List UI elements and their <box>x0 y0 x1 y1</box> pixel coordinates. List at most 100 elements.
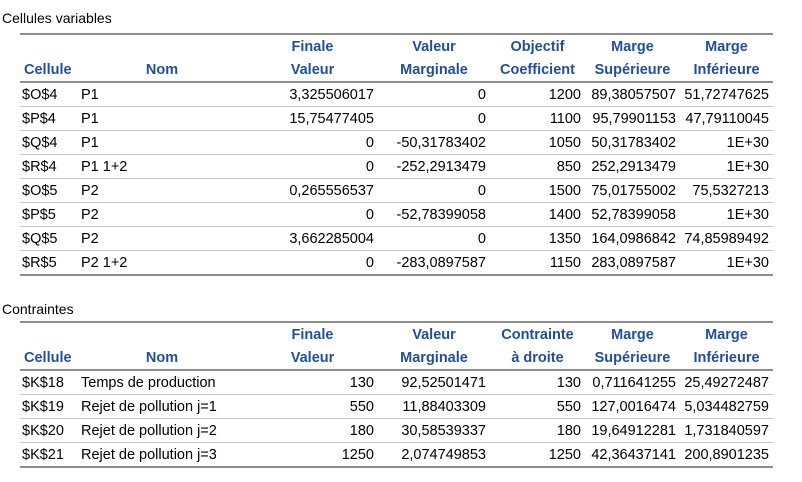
final-value-cell: 550 <box>247 394 378 419</box>
lower-margin-cell: 47,79110045 <box>680 106 773 131</box>
coefficient-cell: 1150 <box>490 250 585 276</box>
coefficient-cell: 180 <box>490 418 585 443</box>
upper-margin-cell: 42,36437141 <box>585 442 680 468</box>
upper-margin-cell: 283,0897587 <box>585 250 680 276</box>
name-cell: P2 <box>77 226 247 251</box>
upper-margin-cell: 252,2913479 <box>585 154 680 179</box>
coefficient-cell: 1200 <box>490 82 585 107</box>
upper-margin-cell: 0,711641255 <box>585 370 680 395</box>
header-marge: Marge <box>585 33 680 58</box>
lower-margin-cell: 1E+30 <box>680 130 773 155</box>
final-value-cell: 180 <box>247 418 378 443</box>
upper-margin-cell: 164,0986842 <box>585 226 680 251</box>
header-coefficient: Coefficient <box>490 58 585 83</box>
name-cell: P2 <box>77 178 247 203</box>
final-value-cell: 0 <box>247 130 378 155</box>
cell-ref-cell: $R$4 <box>20 154 77 179</box>
marginal-value-cell: -283,0897587 <box>378 250 490 276</box>
table-row: $Q$5 P2 3,662285004 0 1350 164,0986842 74,8598… <box>20 226 773 251</box>
variables-section-title: Cellules variables <box>2 10 112 26</box>
final-value-cell: 0 <box>247 250 378 276</box>
final-value-cell: 3,662285004 <box>247 226 378 251</box>
header-cell <box>20 33 77 58</box>
final-value-cell: 0 <box>247 154 378 179</box>
header-valeur: Valeur <box>378 321 490 346</box>
name-cell: P2 <box>77 202 247 227</box>
name-cell: P1 <box>77 130 247 155</box>
upper-margin-cell: 19,64912281 <box>585 418 680 443</box>
lower-margin-cell: 5,034482759 <box>680 394 773 419</box>
lower-margin-cell: 1,731840597 <box>680 418 773 443</box>
coefficient-cell: 1250 <box>490 442 585 468</box>
variables-table-body: $O$4 P1 3,325506017 0 1200 89,38057507 51,7274… <box>20 82 773 276</box>
header-finale: Finale <box>247 33 378 58</box>
header-valeur: Valeur <box>378 33 490 58</box>
coefficient-cell: 130 <box>490 370 585 395</box>
header-cellule: Cellule <box>20 58 77 83</box>
header-nom: Nom <box>77 346 247 371</box>
final-value-cell: 0,265556537 <box>247 178 378 203</box>
table-row: $Q$4 P1 0 -50,31783402 1050 50,31783402 1E+30 <box>20 130 773 155</box>
header-contrainte: Contrainte <box>490 321 585 346</box>
marginal-value-cell: 0 <box>378 226 490 251</box>
marginal-value-cell: 0 <box>378 106 490 131</box>
final-value-cell: 1250 <box>247 442 378 468</box>
cell-ref-cell: $Q$4 <box>20 130 77 155</box>
header-cellule: Cellule <box>20 346 77 371</box>
upper-margin-cell: 95,79901153 <box>585 106 680 131</box>
header-inferieure: Inférieure <box>680 58 773 83</box>
final-value-cell: 15,75477405 <box>247 106 378 131</box>
cell-ref-cell: $Q$5 <box>20 226 77 251</box>
header-cell <box>77 321 247 346</box>
final-value-cell: 3,325506017 <box>247 82 378 107</box>
name-cell: Temps de production <box>77 370 247 395</box>
variables-table-header: Finale Valeur Objectif Marge Marge Cellu… <box>20 33 773 83</box>
final-value-cell: 0 <box>247 202 378 227</box>
cell-ref-cell: $K$20 <box>20 418 77 443</box>
header-objectif: Objectif <box>490 33 585 58</box>
header-marge: Marge <box>680 33 773 58</box>
header-cell <box>77 33 247 58</box>
marginal-value-cell: 0 <box>378 178 490 203</box>
name-cell: Rejet de pollution j=1 <box>77 394 247 419</box>
header-valeur: Valeur <box>247 346 378 371</box>
upper-margin-cell: 52,78399058 <box>585 202 680 227</box>
coefficient-cell: 1400 <box>490 202 585 227</box>
lower-margin-cell: 75,5327213 <box>680 178 773 203</box>
table-row: $K$21 Rejet de pollution j=3 1250 2,0747498… <box>20 442 773 468</box>
constraints-table: Finale Valeur Contrainte Marge Marge Cel… <box>20 321 773 468</box>
header-inferieure: Inférieure <box>680 346 773 371</box>
upper-margin-cell: 50,31783402 <box>585 130 680 155</box>
table-row: $O$4 P1 3,325506017 0 1200 89,38057507 51,7274… <box>20 82 773 107</box>
table-row: $P$5 P2 0 -52,78399058 1400 52,78399058 1E+30 <box>20 202 773 227</box>
header-marge: Marge <box>585 321 680 346</box>
coefficient-cell: 1100 <box>490 106 585 131</box>
marginal-value-cell: -50,31783402 <box>378 130 490 155</box>
header-marge: Marge <box>680 321 773 346</box>
variables-table: Finale Valeur Objectif Marge Marge Cellu… <box>20 33 773 276</box>
cell-ref-cell: $O$5 <box>20 178 77 203</box>
constraints-table-body: $K$18 Temps de production 130 92,52501471 13… <box>20 370 773 468</box>
table-row: $O$5 P2 0,265556537 0 1500 75,01755002 75,5327… <box>20 178 773 203</box>
lower-margin-cell: 200,8901235 <box>680 442 773 468</box>
table-row: $P$4 P1 15,75477405 0 1100 95,79901153 47,7911… <box>20 106 773 131</box>
lower-margin-cell: 74,85989492 <box>680 226 773 251</box>
table-row: $K$19 Rejet de pollution j=1 550 11,8840330… <box>20 394 773 419</box>
lower-margin-cell: 1E+30 <box>680 154 773 179</box>
cell-ref-cell: $K$19 <box>20 394 77 419</box>
final-value-cell: 130 <box>247 370 378 395</box>
table-row: $R$5 P2 1+2 0 -283,0897587 1150 283,0897587 1E… <box>20 250 773 276</box>
name-cell: P1 <box>77 82 247 107</box>
header-nom: Nom <box>77 58 247 83</box>
header-a-droite: à droite <box>490 346 585 371</box>
header-superieure: Supérieure <box>585 58 680 83</box>
header-finale: Finale <box>247 321 378 346</box>
marginal-value-cell: 92,52501471 <box>378 370 490 395</box>
cell-ref-cell: $P$4 <box>20 106 77 131</box>
cell-ref-cell: $P$5 <box>20 202 77 227</box>
upper-margin-cell: 89,38057507 <box>585 82 680 107</box>
name-cell: Rejet de pollution j=2 <box>77 418 247 443</box>
lower-margin-cell: 1E+30 <box>680 202 773 227</box>
constraints-table-header: Finale Valeur Contrainte Marge Marge Cel… <box>20 321 773 371</box>
